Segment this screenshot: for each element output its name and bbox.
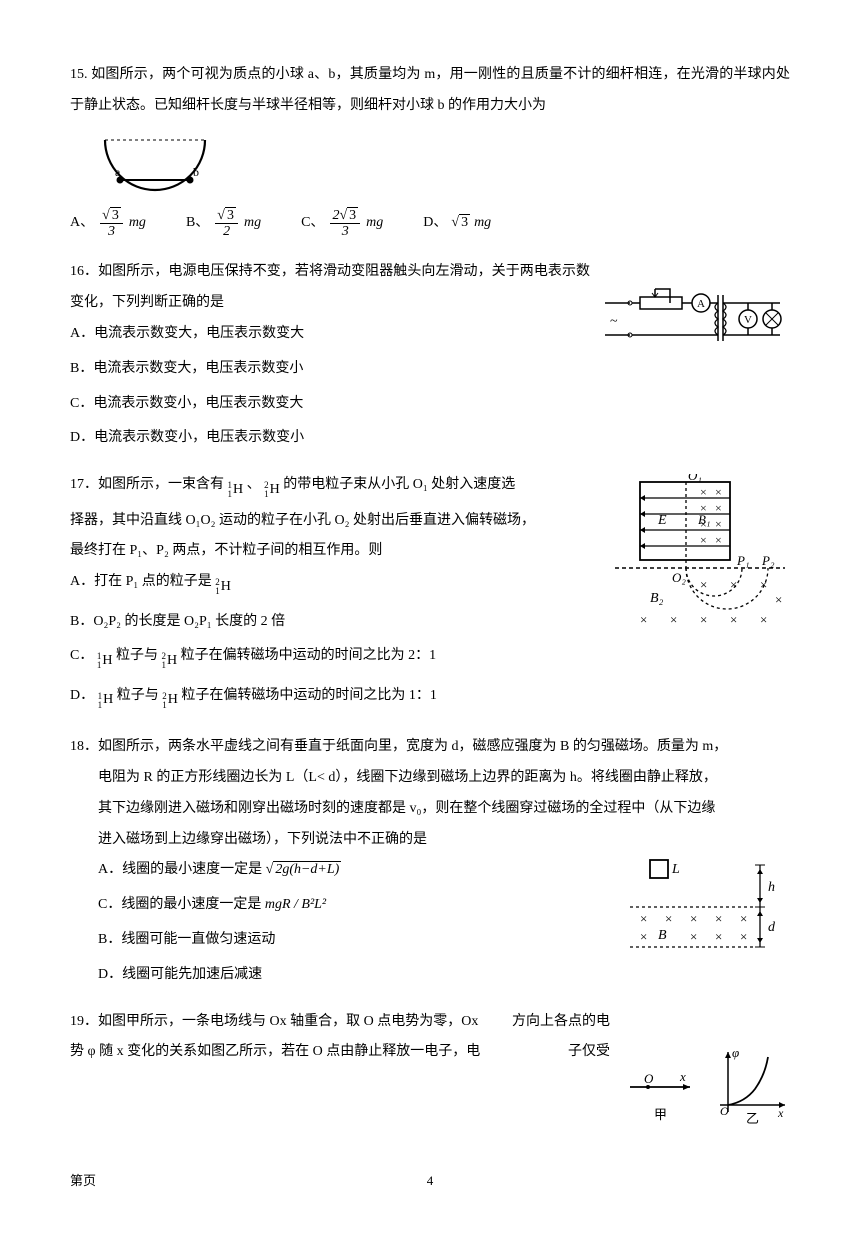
svg-text:O: O [720,1104,729,1118]
question-17: O₁ E × × × × × × × × B₁ O₂ [70,470,790,720]
question-16: ~ A V [70,257,790,458]
q16-opt-b: B．电流表示数变大，电压表示数变小 [70,354,790,385]
svg-text:×: × [670,612,677,627]
svg-text:乙: 乙 [746,1111,759,1126]
svg-text:B: B [658,928,667,943]
q16-opt-c: C．电流表示数变小，电压表示数变大 [70,389,790,420]
svg-text:×: × [715,929,722,944]
q17-opt-d: D． 11H 粒子与 21H 粒子在偏转磁场中运动的时间之比为 1：1 [70,681,790,716]
svg-text:×: × [760,577,767,592]
svg-text:O₂: O₂ [672,570,686,585]
svg-text:×: × [740,911,747,926]
svg-text:甲: 甲 [654,1107,667,1122]
q17-figure: O₁ E × × × × × × × × B₁ O₂ [610,474,790,644]
svg-text:×: × [715,501,722,515]
footer-left: 第页 [70,1173,96,1188]
svg-text:×: × [690,929,697,944]
svg-text:×: × [760,612,767,627]
q19-figure: O x 甲 O x φ 乙 [620,1047,790,1137]
q15-figure: a b [90,128,790,200]
q18-stem2: 电阻为 R 的正方形线圈边长为 L（L< d），线圈下边缘到磁场上边界的距离为 … [70,763,790,794]
svg-text:×: × [665,911,672,926]
q15-opt-b: B、 √32 mg [186,208,261,240]
q19-line2: 势 φ 随 x 变化的关系如图乙所示，若在 O 点由静止释放一电子，电 子仅受 [70,1037,610,1068]
svg-text:×: × [775,592,782,607]
q16-figure: ~ A V [600,285,790,351]
svg-text:×: × [640,911,647,926]
page-number: 4 [427,1167,434,1196]
svg-text:a: a [115,165,121,179]
question-18: 18．如图所示，两条水平虚线之间有垂直于纸面向里，宽度为 d，磁感应强度为 B … [70,732,790,994]
q15-stem: 15. 如图所示，两个可视为质点的小球 a、b，其质量均为 m，用一刚性的且质量… [70,60,790,122]
svg-text:~: ~ [610,314,618,329]
q15-opt-c: C、 2√33 mg [301,208,383,240]
svg-text:×: × [700,533,707,547]
svg-text:L: L [671,862,680,877]
q15-options: A、 √33 mg B、 √32 mg C、 2√33 mg D、 √3mg [70,208,790,240]
question-19: O x 甲 O x φ 乙 19．如图甲所示，一条电场线与 Ox 轴重合，取 O… [70,1007,790,1137]
svg-text:×: × [715,911,722,926]
svg-text:B₁: B₁ [698,512,710,527]
q15-opt-a: A、 √33 mg [70,208,146,240]
q18-stem3: 其下边缘刚进入磁场和刚穿出磁场时刻的速度都是 v₀，则在整个线圈穿过磁场的全过程… [70,794,790,825]
svg-text:V: V [744,314,752,326]
svg-text:×: × [640,929,647,944]
svg-text:×: × [700,612,707,627]
svg-text:×: × [730,612,737,627]
svg-text:×: × [740,929,747,944]
page-footer: 第页 4 [70,1167,790,1196]
q19-line1: 19．如图甲所示，一条电场线与 Ox 轴重合，取 O 点电势为零，Ox 方向上各… [70,1007,610,1038]
svg-text:×: × [715,533,722,547]
svg-text:d: d [768,920,776,935]
svg-text:B₂: B₂ [650,591,664,606]
question-15: 15. 如图所示，两个可视为质点的小球 a、b，其质量均为 m，用一刚性的且质量… [70,60,790,239]
svg-text:b: b [193,165,199,179]
svg-text:×: × [700,577,707,592]
svg-text:P₁: P₁ [736,553,749,568]
svg-text:×: × [730,577,737,592]
svg-text:O: O [644,1071,654,1086]
svg-text:×: × [700,485,707,499]
svg-text:A: A [697,298,705,310]
svg-text:P₂: P₂ [761,553,775,568]
q18-figure: L h × × × × × × × × × B d [620,855,790,965]
svg-text:E: E [657,513,667,528]
svg-text:×: × [640,612,647,627]
q18-stem1: 18．如图所示，两条水平虚线之间有垂直于纸面向里，宽度为 d，磁感应强度为 B … [70,732,790,763]
q15-opt-d: D、 √3mg [423,208,491,239]
svg-text:h: h [768,880,775,895]
q17-opt-c: C． 11H 粒子与 21H 粒子在偏转磁场中运动的时间之比为 2：1 [70,641,790,676]
svg-text:x: x [777,1106,784,1120]
svg-text:x: x [679,1069,686,1084]
svg-text:×: × [715,517,722,531]
svg-text:×: × [690,911,697,926]
svg-text:O₁: O₁ [688,474,702,483]
svg-text:×: × [715,485,722,499]
q16-opt-d: D．电流表示数变小，电压表示数变小 [70,423,790,454]
q18-stem4: 进入磁场到上边缘穿出磁场），下列说法中不正确的是 [70,825,790,856]
svg-text:φ: φ [732,1047,739,1060]
